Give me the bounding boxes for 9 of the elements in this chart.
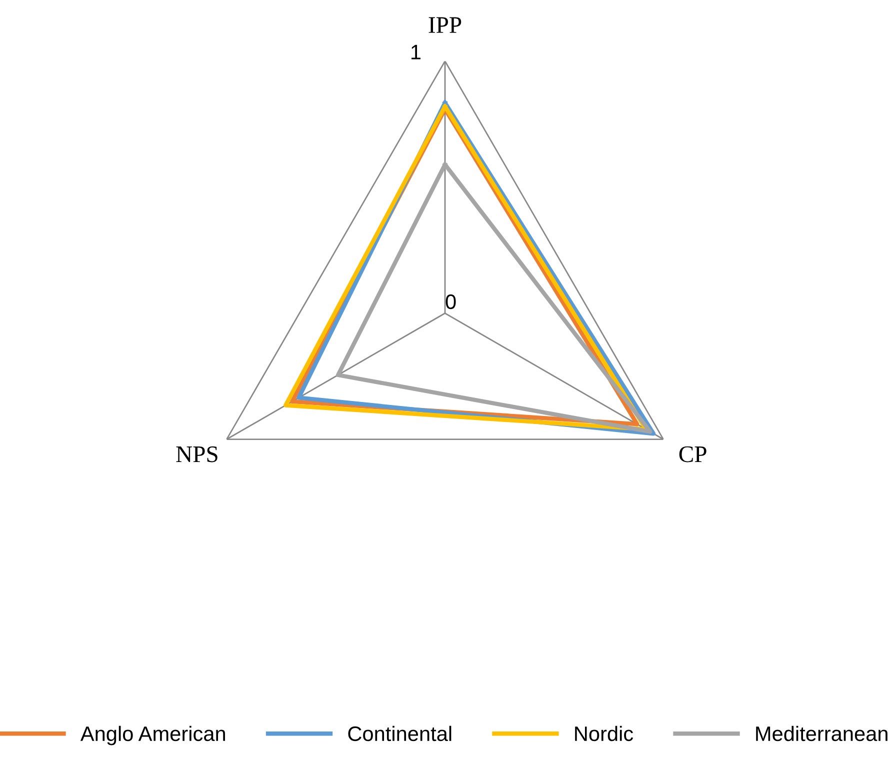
y-tick-label: 1 [412,44,420,60]
spoke-label: NPS [176,446,218,462]
spoke-label: CP [679,446,706,462]
legend-label: Continental [348,726,452,742]
legend-label: Anglo American [80,726,225,746]
y-tick-label: 0 [446,294,456,310]
spoke-label: IPP [428,17,462,33]
legend-label: Nordic [575,726,634,742]
legend-label: Mediterranean [756,726,888,742]
